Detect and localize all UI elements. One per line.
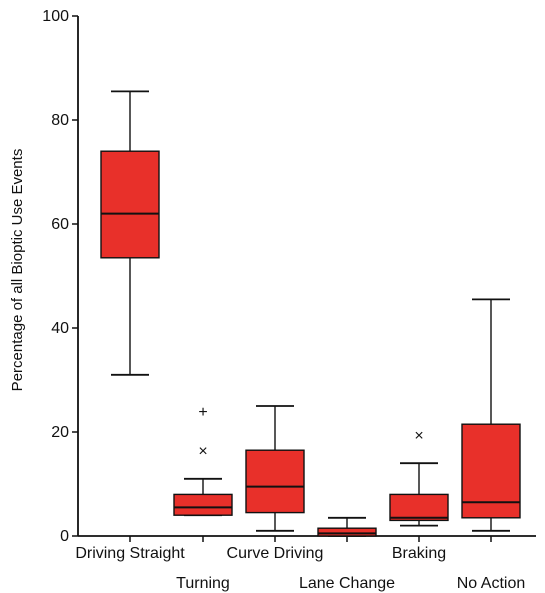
outlier-marker: × bbox=[198, 443, 207, 460]
y-tick-label: 60 bbox=[51, 216, 69, 233]
outlier-marker: + bbox=[198, 404, 207, 421]
y-tick-label: 80 bbox=[51, 112, 69, 129]
iqr-box bbox=[100, 150, 160, 259]
box-group: +× bbox=[173, 404, 233, 517]
iqr-box bbox=[389, 493, 449, 522]
box-group bbox=[461, 298, 521, 532]
x-category-label: Lane Change bbox=[299, 575, 395, 592]
iqr-box bbox=[173, 493, 233, 516]
iqr-box bbox=[461, 423, 521, 519]
y-tick-label: 0 bbox=[60, 528, 69, 545]
x-category-label: Driving Straight bbox=[75, 545, 185, 562]
y-axis-title: Percentage of all Bioptic Use Events bbox=[9, 149, 26, 392]
box-group bbox=[100, 90, 160, 376]
y-tick-label: 20 bbox=[51, 424, 69, 441]
box-group bbox=[317, 516, 377, 537]
box-group: × bbox=[389, 428, 449, 527]
x-category-label: Curve Driving bbox=[227, 545, 324, 562]
x-category-label: Turning bbox=[176, 575, 230, 592]
y-tick-label: 40 bbox=[51, 320, 69, 337]
iqr-box bbox=[245, 449, 305, 514]
x-category-label: No Action bbox=[457, 575, 525, 592]
outlier-marker: × bbox=[414, 428, 423, 445]
box-group bbox=[245, 405, 305, 532]
y-tick-label: 100 bbox=[42, 8, 69, 25]
x-category-label: Braking bbox=[392, 545, 446, 562]
iqr-box bbox=[317, 527, 377, 537]
